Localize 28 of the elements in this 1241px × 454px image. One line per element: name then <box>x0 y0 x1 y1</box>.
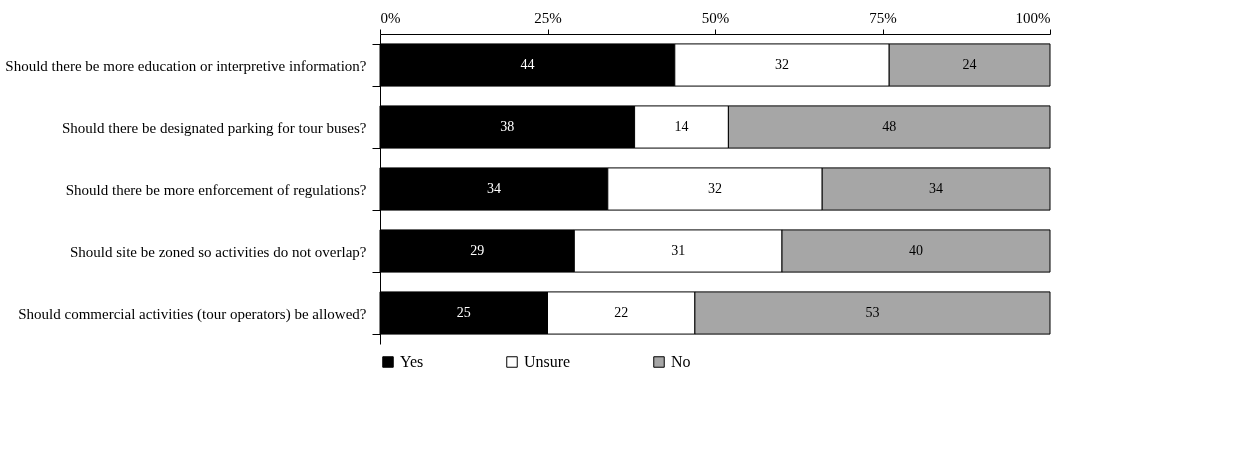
y-tick-label: Should there be more education or interpretive information? <box>5 57 367 74</box>
data-label: 31 <box>671 243 686 258</box>
data-label: 48 <box>882 119 897 134</box>
data-label: 44 <box>520 57 535 72</box>
x-tick-label: 0% <box>380 9 401 26</box>
data-label: 38 <box>500 119 515 134</box>
y-tick-label: Should there be more enforcement of regulations? <box>65 181 367 198</box>
y-tick-label: Should there be designated parking for tour buses? <box>61 119 367 136</box>
x-tick-label: 25% <box>534 9 562 26</box>
data-label: 53 <box>865 305 880 320</box>
data-label: 22 <box>614 305 629 320</box>
data-label: 34 <box>486 181 501 196</box>
data-label: 40 <box>909 243 923 258</box>
data-label: 14 <box>674 119 689 134</box>
data-label: 24 <box>962 57 977 72</box>
x-tick-label: 50% <box>701 9 730 26</box>
data-label: 34 <box>929 181 944 196</box>
data-label: 29 <box>470 243 485 258</box>
legend-label: No <box>671 353 691 370</box>
y-tick-label: Should site be zoned so activities do not overlap? <box>69 243 367 260</box>
legend-label: Yes <box>400 353 424 370</box>
data-label: 25 <box>456 305 471 320</box>
legend-label: Unsure <box>524 353 571 370</box>
data-label: 32 <box>708 181 722 196</box>
y-tick-label: Should commercial activities (tour operators) be allowed? <box>18 305 367 323</box>
x-tick-label: 100% <box>1015 9 1051 26</box>
data-label: 32 <box>775 57 789 72</box>
x-tick-label: 75% <box>869 9 897 26</box>
